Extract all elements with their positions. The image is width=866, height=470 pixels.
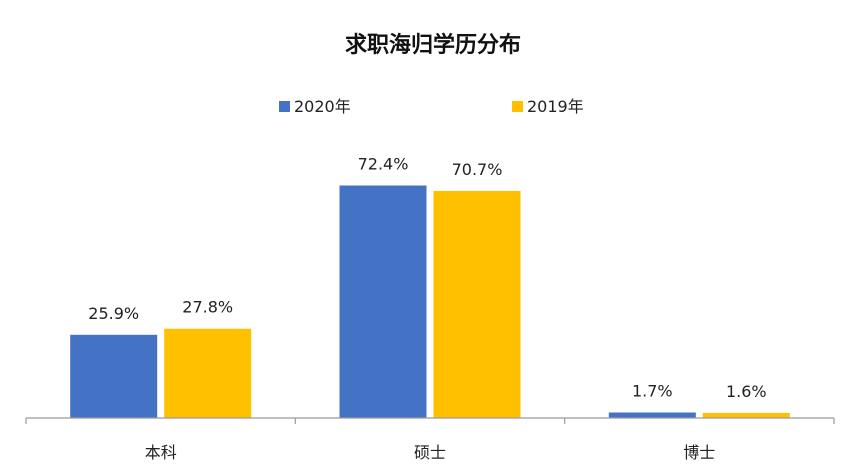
legend-label-2020: 2020年 (294, 97, 351, 116)
bar-phd-2020 (608, 412, 696, 418)
bar-master-2020 (339, 185, 427, 418)
legend: 2020年 2019年 (279, 97, 584, 116)
data-label-undergrad-2020: 25.9% (88, 304, 139, 323)
category-label-undergrad: 本科 (145, 443, 177, 462)
legend-swatch-2020 (279, 101, 290, 112)
legend-swatch-2019 (512, 101, 523, 112)
bar-undergrad-2019 (164, 328, 252, 418)
data-label-phd-2020: 1.7% (632, 382, 673, 401)
bar-undergrad-2020 (70, 334, 158, 418)
category-label-phd: 博士 (683, 443, 715, 462)
data-label-master-2020: 72.4% (358, 155, 409, 174)
legend-label-2019: 2019年 (527, 97, 584, 116)
data-labels: 25.9% 27.8% 72.4% 70.7% 1.7% 1.6% (88, 155, 766, 401)
data-label-master-2019: 70.7% (452, 160, 503, 179)
bar-master-2019 (433, 190, 521, 418)
category-labels: 本科 硕士 博士 (145, 443, 716, 462)
chart-title: 求职海归学历分布 (345, 32, 521, 58)
x-axis-ticks (25, 418, 835, 424)
bars (70, 185, 790, 418)
data-label-undergrad-2019: 27.8% (182, 298, 233, 317)
data-label-phd-2019: 1.6% (726, 382, 767, 401)
category-label-master: 硕士 (414, 443, 446, 462)
bar-phd-2019 (702, 412, 790, 418)
